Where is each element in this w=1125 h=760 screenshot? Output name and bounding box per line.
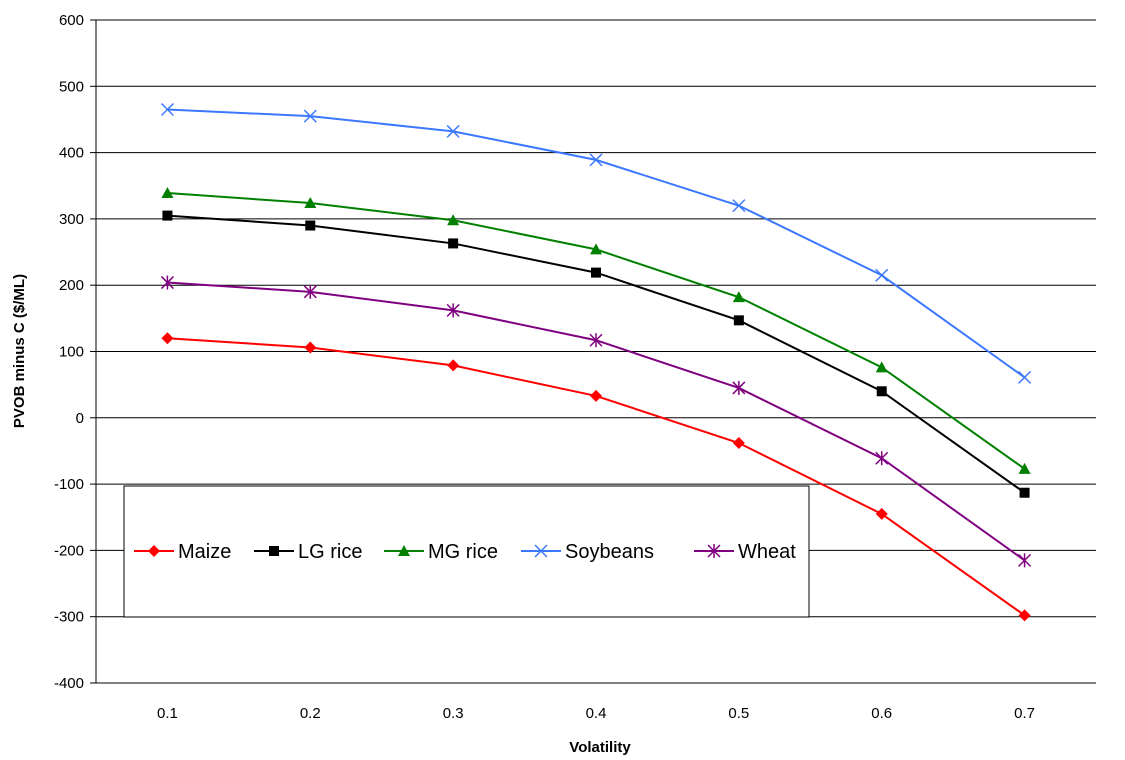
y-tick-label: -200 [54, 542, 84, 559]
series-lg-rice [162, 210, 1030, 498]
y-tick-label: -400 [54, 675, 84, 692]
data-point-marker [732, 291, 745, 303]
data-point-marker [733, 315, 744, 326]
data-point-marker [1018, 370, 1032, 384]
y-tick-label: 300 [59, 211, 84, 228]
data-point-marker [707, 544, 721, 558]
data-point-marker [876, 386, 887, 397]
series-maize [161, 332, 1031, 622]
x-tick-label: 0.7 [1014, 705, 1035, 722]
data-point-marker [875, 507, 888, 520]
x-tick-label: 0.5 [728, 705, 749, 722]
data-point-marker [1018, 609, 1031, 622]
legend-label: Soybeans [565, 541, 654, 563]
legend-entry: Wheat [694, 541, 796, 563]
data-point-marker [590, 243, 602, 255]
y-tick-label: 400 [59, 145, 84, 162]
data-point-marker [304, 341, 317, 354]
series-wheat [160, 275, 1032, 568]
legend-entry: LG rice [254, 541, 362, 563]
data-point-marker [160, 275, 174, 290]
data-point-marker [589, 333, 603, 348]
data-point-marker [732, 380, 746, 395]
data-point-marker [162, 210, 173, 221]
data-point-marker [534, 544, 548, 558]
data-point-marker [398, 545, 410, 556]
data-point-marker [305, 220, 316, 231]
x-tick-label: 0.3 [443, 705, 464, 722]
y-tick-label: 600 [59, 12, 84, 29]
legend-entry: Maize [134, 541, 231, 563]
data-point-marker [161, 187, 174, 199]
x-tick-label: 0.2 [300, 705, 321, 722]
series-line [167, 214, 1026, 494]
axes [95, 20, 1096, 684]
legend-label: Wheat [738, 541, 796, 563]
data-point-marker [1019, 487, 1030, 498]
data-point-marker [448, 238, 459, 249]
legend-label: Maize [178, 541, 231, 563]
legend-label: LG rice [298, 541, 362, 563]
data-point-marker [589, 153, 603, 167]
x-tick-labels: 0.1 0.2 0.3 0.4 0.5 0.6 0.7 [157, 705, 1035, 722]
data-point-marker [875, 268, 889, 282]
legend-entry: Soybeans [521, 541, 654, 563]
data-point-marker [1018, 553, 1032, 568]
y-axis-title: PVOB minus C ($/ML) [11, 274, 28, 428]
legend-label: MG rice [428, 541, 498, 563]
data-point-marker [732, 436, 745, 449]
legend-entry: MG rice [384, 541, 498, 563]
data-point-marker [447, 214, 460, 226]
x-tick-label: 0.1 [157, 705, 178, 722]
x-tick-label: 0.4 [586, 705, 607, 722]
data-point-marker [875, 451, 889, 466]
series-mg-rice [161, 187, 1031, 474]
x-axis-title: Volatility [569, 739, 631, 756]
data-point-marker [875, 361, 888, 373]
y-tick-label: -100 [54, 476, 84, 493]
data-point-marker [148, 545, 160, 557]
x-tick-label: 0.6 [871, 705, 892, 722]
y-tick-label: -300 [54, 609, 84, 626]
data-point-marker [590, 389, 602, 402]
y-tick-labels: 600 500 400 300 200 100 0 -100 -200 -300 -400 [54, 12, 84, 692]
series-line [167, 192, 1026, 470]
data-point-marker [161, 332, 174, 345]
data-point-marker [732, 199, 746, 213]
legend: Maize LG rice MG rice Soybeans Wheat [123, 485, 810, 618]
y-tick-label: 100 [59, 344, 84, 361]
data-point-marker [446, 303, 460, 318]
data-point-marker [303, 284, 317, 299]
y-tick-label: 200 [59, 277, 84, 294]
data-point-marker [1018, 462, 1031, 474]
data-point-marker [303, 109, 317, 123]
data-point-marker [160, 102, 174, 117]
data-point-marker [591, 267, 601, 278]
data-point-marker [446, 124, 460, 138]
data-point-marker [304, 196, 317, 208]
series-lines [160, 102, 1032, 622]
y-tick-label: 0 [76, 410, 84, 427]
data-point-marker [447, 359, 460, 372]
series-soybeans [160, 102, 1032, 384]
y-tick-label: 500 [59, 78, 84, 95]
data-point-marker [269, 546, 279, 556]
